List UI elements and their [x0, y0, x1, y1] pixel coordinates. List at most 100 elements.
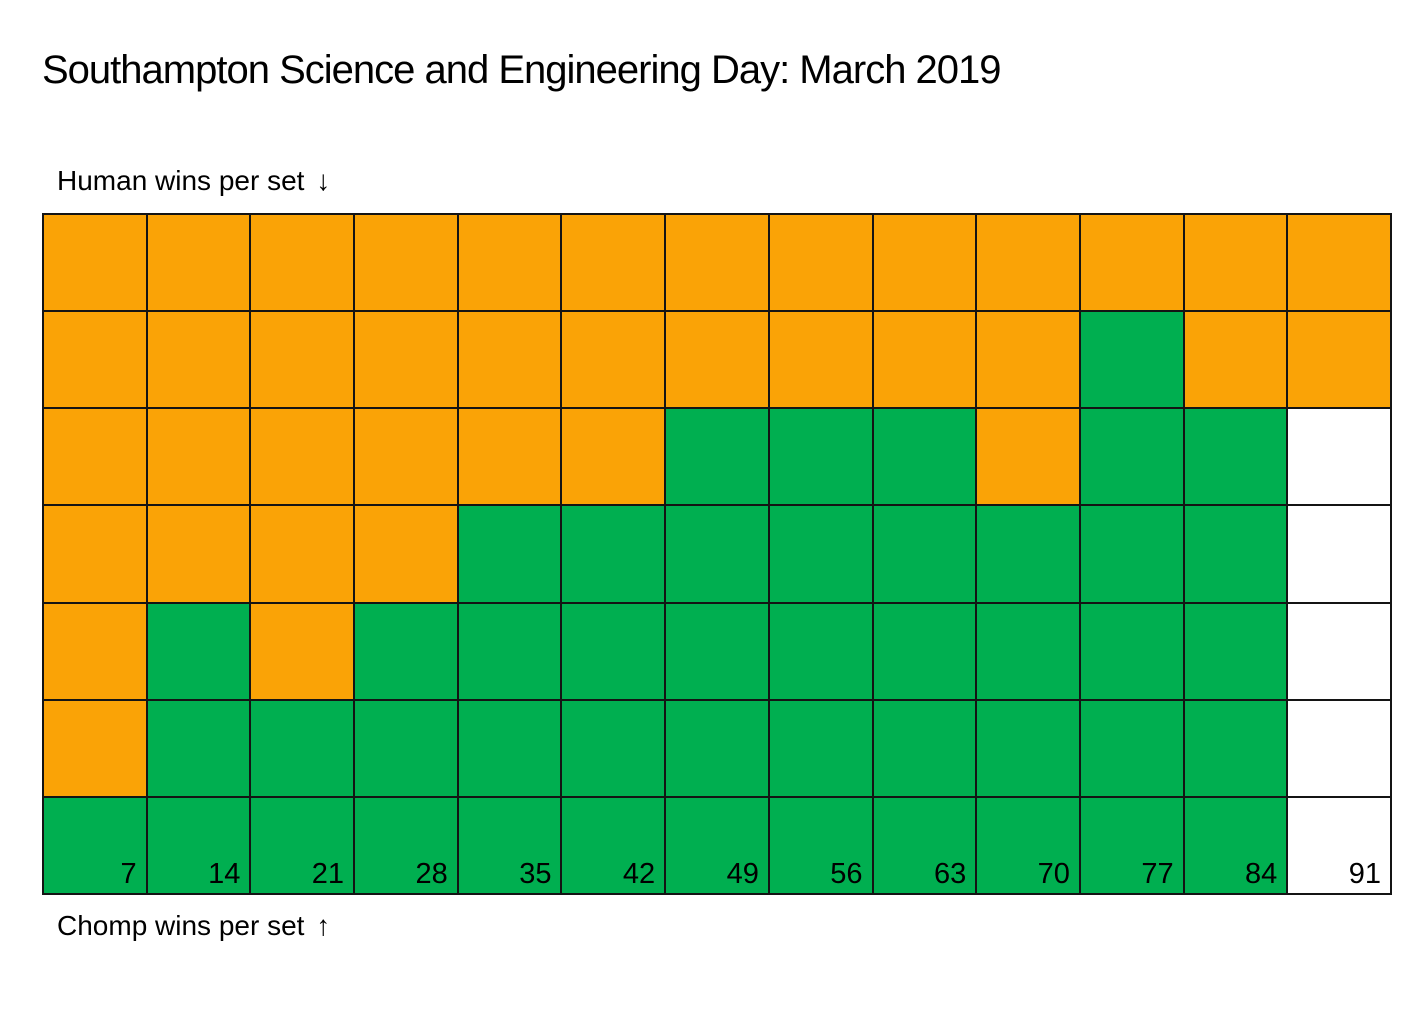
grid-cell — [768, 408, 873, 506]
grid-cell: 63 — [872, 796, 977, 894]
grid-cell — [768, 699, 873, 797]
grid-cell: 42 — [561, 796, 666, 894]
grid-cell — [1287, 214, 1391, 312]
grid-cell — [561, 408, 666, 506]
cumulative-games-label: 42 — [622, 858, 656, 890]
grid-cell — [1183, 699, 1288, 797]
grid-cell — [146, 699, 251, 797]
grid-cell — [976, 699, 1080, 797]
grid-cell: 35 — [457, 796, 562, 894]
grid-cell — [665, 311, 769, 409]
cumulative-games-label: 35 — [519, 858, 552, 890]
grid-cell — [354, 699, 458, 797]
cumulative-games-label: 7 — [120, 858, 137, 890]
grid-cell — [457, 408, 562, 506]
grid-cell — [457, 505, 562, 603]
grid-cell — [1183, 602, 1288, 700]
grid-cell — [665, 214, 769, 312]
grid-cell — [768, 505, 873, 603]
grid-cell — [146, 408, 251, 506]
grid-cell — [457, 699, 562, 797]
grid-cell — [1287, 311, 1391, 409]
top-axis-label: Human wins per set ↓ — [57, 165, 330, 197]
grid-cell — [976, 214, 1080, 312]
grid-cell — [561, 699, 666, 797]
bottom-axis-label-text: Chomp wins per set — [57, 910, 305, 941]
grid-cell — [1079, 408, 1184, 506]
grid-cell — [1183, 505, 1288, 603]
grid-cell — [665, 699, 769, 797]
grid-cell — [43, 699, 147, 797]
grid-cell — [354, 505, 458, 603]
grid-cell — [354, 602, 458, 700]
grid-cell: 77 — [1079, 796, 1184, 894]
grid-cell — [146, 602, 251, 700]
grid-cell — [250, 311, 355, 409]
cumulative-games-label: 21 — [311, 858, 345, 890]
grid-cell — [1183, 408, 1288, 506]
grid-cell: 21 — [250, 796, 355, 894]
grid-cell — [457, 311, 562, 409]
grid-cell — [1079, 505, 1184, 603]
cumulative-games-label: 91 — [1348, 858, 1381, 890]
grid-cell — [43, 408, 147, 506]
grid-cell — [43, 602, 147, 700]
grid-cell — [146, 214, 251, 312]
grid-cell — [976, 408, 1080, 506]
grid-cell — [1079, 699, 1184, 797]
grid-cell — [457, 602, 562, 700]
grid-cell — [561, 505, 666, 603]
cumulative-games-label: 49 — [726, 858, 759, 890]
grid-cell — [976, 505, 1080, 603]
cumulative-games-label: 14 — [208, 858, 241, 890]
grid-cell — [872, 311, 977, 409]
grid-cell — [1183, 311, 1288, 409]
grid-cell — [1183, 214, 1288, 312]
grid-cell — [872, 408, 977, 506]
chart-title: Southampton Science and Engineering Day:… — [42, 48, 1002, 92]
grid-cell — [43, 214, 147, 312]
cumulative-games-label: 63 — [933, 858, 967, 890]
grid-cell — [1079, 602, 1184, 700]
grid-cell — [1079, 214, 1184, 312]
up-arrow-icon: ↑ — [316, 910, 331, 941]
grid-cell — [250, 602, 355, 700]
cumulative-games-label: 84 — [1245, 858, 1278, 890]
grid-cell — [354, 311, 458, 409]
grid-cell — [354, 214, 458, 312]
cumulative-games-label: 56 — [830, 858, 863, 890]
grid-cell: 28 — [354, 796, 458, 894]
grid-cell: 7 — [43, 796, 147, 894]
grid-cell: 84 — [1183, 796, 1288, 894]
grid-cell: 14 — [146, 796, 251, 894]
grid-cell — [872, 505, 977, 603]
grid-cell — [1079, 311, 1184, 409]
grid-cell — [976, 602, 1080, 700]
grid-cell — [146, 311, 251, 409]
grid-cell: 70 — [976, 796, 1080, 894]
grid-cell — [561, 602, 666, 700]
grid-cell — [872, 602, 977, 700]
cumulative-games-label: 28 — [415, 858, 448, 890]
grid-cell — [146, 505, 251, 603]
grid-cell — [250, 214, 355, 312]
grid-cell — [872, 214, 977, 312]
grid-cell — [1287, 699, 1391, 797]
grid-cell — [665, 602, 769, 700]
grid-cell — [976, 311, 1080, 409]
grid-cell — [768, 311, 873, 409]
grid-cell — [561, 214, 666, 312]
grid-cell — [43, 505, 147, 603]
grid-cell — [561, 311, 666, 409]
grid-cell — [1287, 408, 1391, 506]
waffle-grid: 7 14 21 28 35 42 49 56 63 70 77 84 91 — [42, 213, 1392, 895]
grid-cell — [250, 505, 355, 603]
cumulative-games-label: 70 — [1037, 858, 1070, 890]
down-arrow-icon: ↓ — [316, 165, 331, 196]
grid-cell — [1287, 602, 1391, 700]
grid-cell — [354, 408, 458, 506]
grid-cell — [250, 408, 355, 506]
grid-cell — [872, 699, 977, 797]
grid-cell — [457, 214, 562, 312]
grid-cell: 56 — [768, 796, 873, 894]
